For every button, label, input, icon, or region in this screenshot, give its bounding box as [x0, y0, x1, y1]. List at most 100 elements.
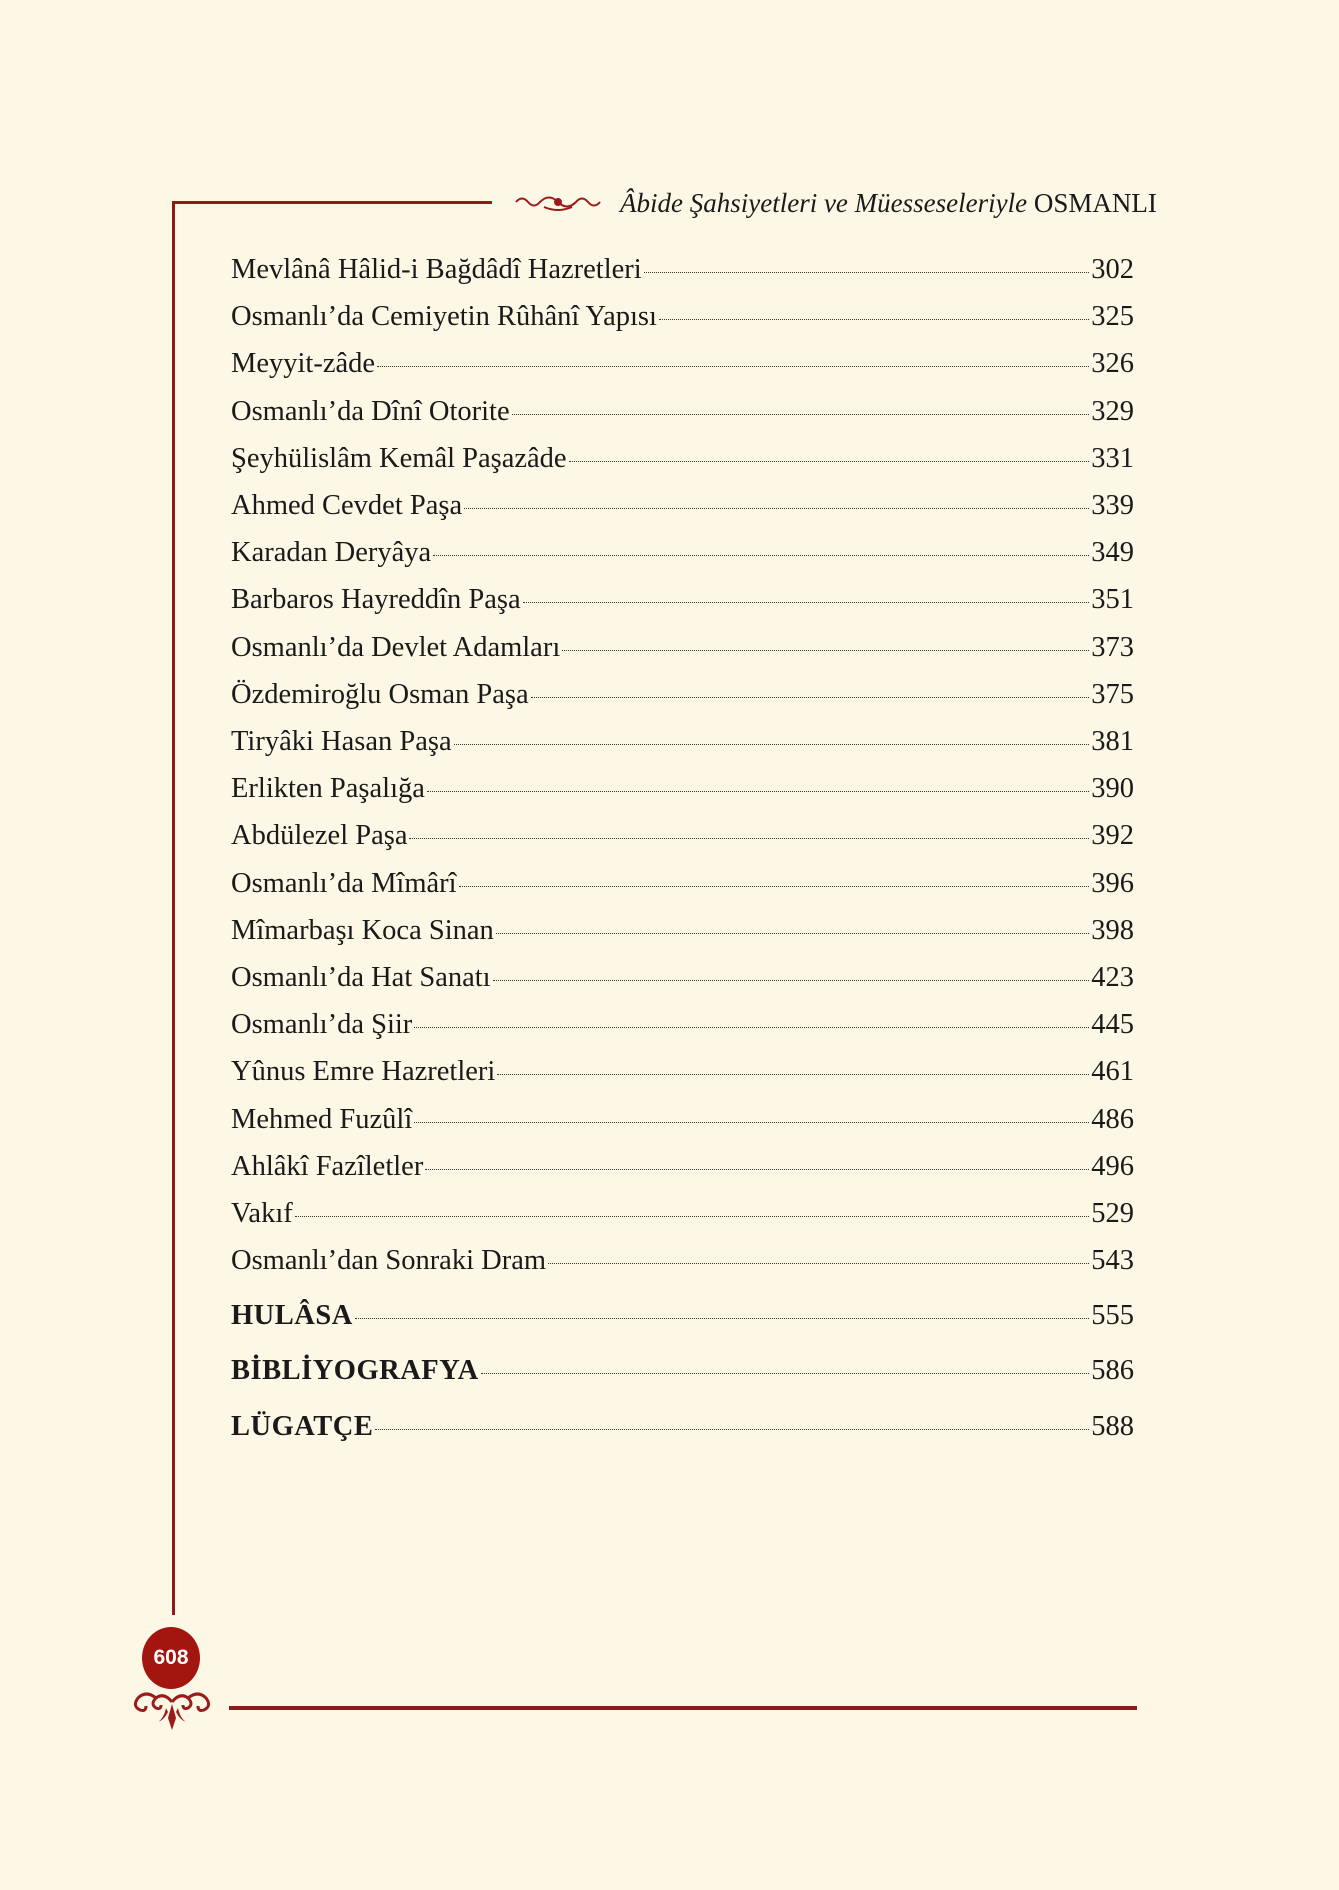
- dot-leader: [433, 555, 1090, 557]
- floral-ornament-icon: [515, 196, 601, 211]
- toc-entry-page: 339: [1091, 490, 1134, 521]
- toc-entry[interactable]: Osmanlı’da Dînî Otorite 329: [231, 396, 1134, 436]
- toc-entry[interactable]: Vakıf 529: [231, 1198, 1134, 1238]
- toc-entry-page: 325: [1091, 301, 1134, 333]
- running-header: Âbide Şahsiyetleri ve Müesseseleriyle OS…: [620, 188, 1157, 219]
- dot-leader: [480, 1373, 1090, 1375]
- dot-leader: [643, 272, 1090, 273]
- toc-entry-title: Meyyit-zâde: [231, 348, 376, 380]
- dot-leader: [568, 460, 1090, 462]
- toc-entry-page: 373: [1091, 631, 1134, 663]
- toc-entry-page: 381: [1091, 726, 1134, 757]
- toc-entry[interactable]: Meyyit-zâde 326: [231, 348, 1134, 388]
- dot-leader: [495, 932, 1090, 934]
- dot-leader: [294, 1216, 1090, 1217]
- toc-entry-title: Vakıf: [231, 1198, 293, 1229]
- toc-entry-title: Şeyhülislâm Kemâl Paşazâde: [231, 442, 567, 474]
- toc-entry-title: Osmanlı’da Dînî Otorite: [231, 395, 510, 427]
- toc-entry[interactable]: Yûnus Emre Hazretleri 461: [231, 1056, 1134, 1096]
- header-title-italic: Âbide Şahsiyetleri ve Müesseseleriyle: [620, 188, 1028, 218]
- toc-entry[interactable]: Barbaros Hayreddîn Paşa 351: [231, 584, 1134, 624]
- toc-entry-title: BİBLİYOGRAFYA: [231, 1355, 479, 1387]
- toc-entry-title: Erlikten Paşalığa: [231, 773, 425, 805]
- toc-entry-title: LÜGATÇE: [231, 1410, 374, 1442]
- toc-entry-title: Ahlâkî Fazîletler: [231, 1150, 424, 1182]
- toc-entry-title: Mehmed Fuzûlî: [231, 1103, 413, 1135]
- dot-leader: [377, 366, 1090, 368]
- toc-entry-title: Osmanlı’da Cemiyetin Rûhânî Yapısı: [231, 301, 657, 333]
- toc-entry[interactable]: Osmanlı’da Mîmârî 396: [231, 868, 1134, 908]
- dot-leader: [375, 1428, 1090, 1430]
- dot-leader: [425, 1168, 1090, 1170]
- toc-section-entry[interactable]: BİBLİYOGRAFYA 586: [231, 1355, 1134, 1395]
- dot-leader: [658, 319, 1090, 321]
- dot-leader: [414, 1121, 1090, 1123]
- dot-leader: [562, 649, 1090, 651]
- dot-leader: [522, 602, 1090, 604]
- toc-entry-title: Osmanlı’da Hat Sanatı: [231, 962, 491, 993]
- toc-entry[interactable]: Osmanlı’da Şiir 445: [231, 1009, 1134, 1049]
- toc-section-entry[interactable]: HULÂSA 555: [231, 1300, 1134, 1340]
- toc-entry[interactable]: Osmanlı’da Devlet Adamları 373: [231, 632, 1134, 672]
- toc-entry-title: HULÂSA: [231, 1300, 353, 1331]
- frame-vertical-rule: [172, 201, 175, 1615]
- toc-entry[interactable]: Mevlânâ Hâlid-i Bağdâdî Hazretleri 302: [231, 254, 1134, 294]
- toc-entry-page: 392: [1091, 820, 1134, 852]
- toc-entry[interactable]: Şeyhülislâm Kemâl Paşazâde 331: [231, 443, 1134, 483]
- toc-entry-page: 529: [1091, 1198, 1134, 1229]
- header-title-caps: OSMANLI: [1033, 188, 1157, 218]
- page-number: 608: [153, 1646, 189, 1669]
- toc-entry[interactable]: Tiryâki Hasan Paşa 381: [231, 726, 1134, 766]
- toc-entry[interactable]: Ahlâkî Fazîletler 496: [231, 1151, 1134, 1191]
- toc-entry[interactable]: Abdülezel Paşa 392: [231, 820, 1134, 860]
- toc-entry[interactable]: Mehmed Fuzûlî 486: [231, 1104, 1134, 1144]
- toc-entry-page: 375: [1091, 678, 1134, 710]
- dot-leader: [426, 791, 1090, 793]
- toc-entry-title: Yûnus Emre Hazretleri: [231, 1056, 496, 1088]
- toc-entry-title: Özdemiroğlu Osman Paşa: [231, 678, 529, 710]
- dot-leader: [548, 1263, 1090, 1265]
- dot-leader: [492, 980, 1090, 981]
- toc-entry-page: 445: [1091, 1009, 1134, 1041]
- toc-entry-page: 586: [1091, 1355, 1134, 1387]
- toc-entry-page: 461: [1091, 1056, 1134, 1088]
- toc-entry-page: 543: [1091, 1245, 1134, 1277]
- toc-section-entry[interactable]: LÜGATÇE 588: [231, 1411, 1134, 1451]
- dot-leader: [497, 1074, 1090, 1076]
- toc-entry[interactable]: Osmanlı’dan Sonraki Dram 543: [231, 1245, 1134, 1285]
- toc-entry-page: 349: [1091, 537, 1134, 569]
- toc-entry-page: 329: [1091, 395, 1134, 427]
- toc-entry-title: Barbaros Hayreddîn Paşa: [231, 584, 521, 616]
- toc-entry[interactable]: Özdemiroğlu Osman Paşa 375: [231, 679, 1134, 719]
- dot-leader: [414, 1027, 1090, 1029]
- toc-entry[interactable]: Erlikten Paşalığa 390: [231, 773, 1134, 813]
- page-number-badge: 608: [142, 1627, 200, 1689]
- toc-entry-title: Osmanlı’da Devlet Adamları: [231, 631, 561, 663]
- toc-entry-page: 496: [1091, 1150, 1134, 1182]
- dot-leader: [409, 838, 1090, 840]
- toc-entry-title: Mevlânâ Hâlid-i Bağdâdî Hazretleri: [231, 254, 642, 285]
- toc-entry[interactable]: Mîmarbaşı Koca Sinan 398: [231, 915, 1134, 955]
- footer-rule: [229, 1706, 1137, 1710]
- toc-entry[interactable]: Karadan Deryâya 349: [231, 537, 1134, 577]
- toc-entry-title: Karadan Deryâya: [231, 537, 432, 569]
- toc-entry-title: Mîmarbaşı Koca Sinan: [231, 914, 494, 946]
- dot-leader: [511, 413, 1090, 415]
- toc-entry[interactable]: Osmanlı’da Hat Sanatı 423: [231, 962, 1134, 1002]
- toc-entry-title: Osmanlı’da Şiir: [231, 1009, 413, 1041]
- toc-entry[interactable]: Ahmed Cevdet Paşa 339: [231, 490, 1134, 530]
- dot-leader: [458, 885, 1090, 887]
- toc-entry[interactable]: Osmanlı’da Cemiyetin Rûhânî Yapısı 325: [231, 301, 1134, 341]
- toc-entry-page: 423: [1091, 962, 1134, 993]
- frame-top-rule: [172, 201, 492, 204]
- toc-entry-title: Ahmed Cevdet Paşa: [231, 490, 463, 521]
- toc-entry-page: 326: [1091, 348, 1134, 380]
- toc-entry-title: Osmanlı’da Mîmârî: [231, 867, 457, 899]
- toc-entry-page: 390: [1091, 773, 1134, 805]
- dot-leader: [464, 508, 1090, 509]
- toc-entry-title: Abdülezel Paşa: [231, 820, 408, 852]
- toc-entry-page: 555: [1091, 1300, 1134, 1331]
- toc-entry-page: 486: [1091, 1103, 1134, 1135]
- toc-entry-title: Osmanlı’dan Sonraki Dram: [231, 1245, 547, 1277]
- toc-entry-page: 351: [1091, 584, 1134, 616]
